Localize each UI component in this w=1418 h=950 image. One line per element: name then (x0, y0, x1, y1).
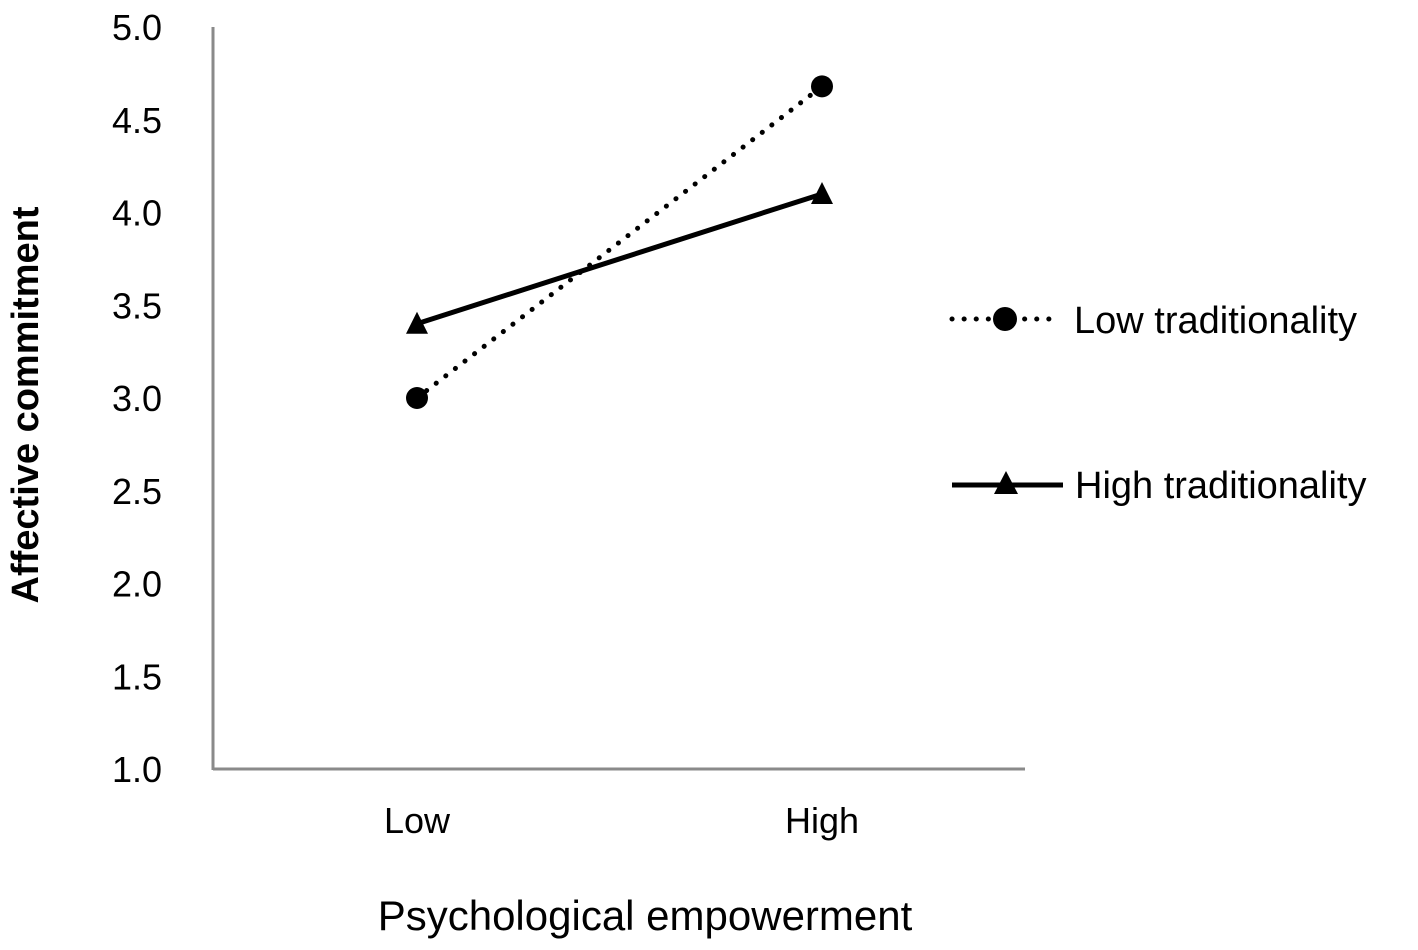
legend-item-high-traditionality: High traditionality (952, 465, 1366, 507)
series-low-traditionality (406, 75, 833, 409)
y-axis-title: Affective commitment (5, 206, 47, 603)
legend-label: Low traditionality (1074, 300, 1357, 342)
triangle-marker (811, 181, 833, 204)
series-layer (406, 75, 833, 409)
y-tick-label: 1.0 (112, 749, 162, 790)
triangle-marker (406, 311, 428, 334)
y-tick-label: 5.0 (112, 7, 162, 48)
circle-marker (811, 75, 833, 98)
y-tick-label: 3.5 (112, 285, 162, 326)
x-tick-high: High (785, 800, 859, 841)
legend-item-low-traditionality: Low traditionality (949, 300, 1357, 342)
y-tick-label: 2.0 (112, 564, 162, 605)
y-tick-labels: 1.0 1.5 2.0 2.5 3.0 3.5 4.0 4.5 5.0 (112, 7, 162, 790)
legend-label: High traditionality (1075, 465, 1366, 507)
legend: Low traditionality High traditionality (949, 300, 1366, 507)
x-tick-low: Low (384, 800, 451, 841)
series-line (414, 83, 825, 401)
series-high-traditionality (406, 181, 833, 334)
y-tick-label: 4.0 (112, 193, 162, 234)
y-tick-label: 1.5 (112, 656, 162, 697)
y-tick-label: 3.0 (112, 378, 162, 419)
circle-marker (406, 387, 428, 409)
series-line (416, 191, 823, 327)
triangle-marker-icon (994, 471, 1018, 494)
y-tick-label: 4.5 (112, 100, 162, 141)
circle-marker-icon (993, 307, 1017, 331)
x-axis-title: Psychological empowerment (378, 892, 913, 939)
y-tick-label: 2.5 (112, 471, 162, 512)
